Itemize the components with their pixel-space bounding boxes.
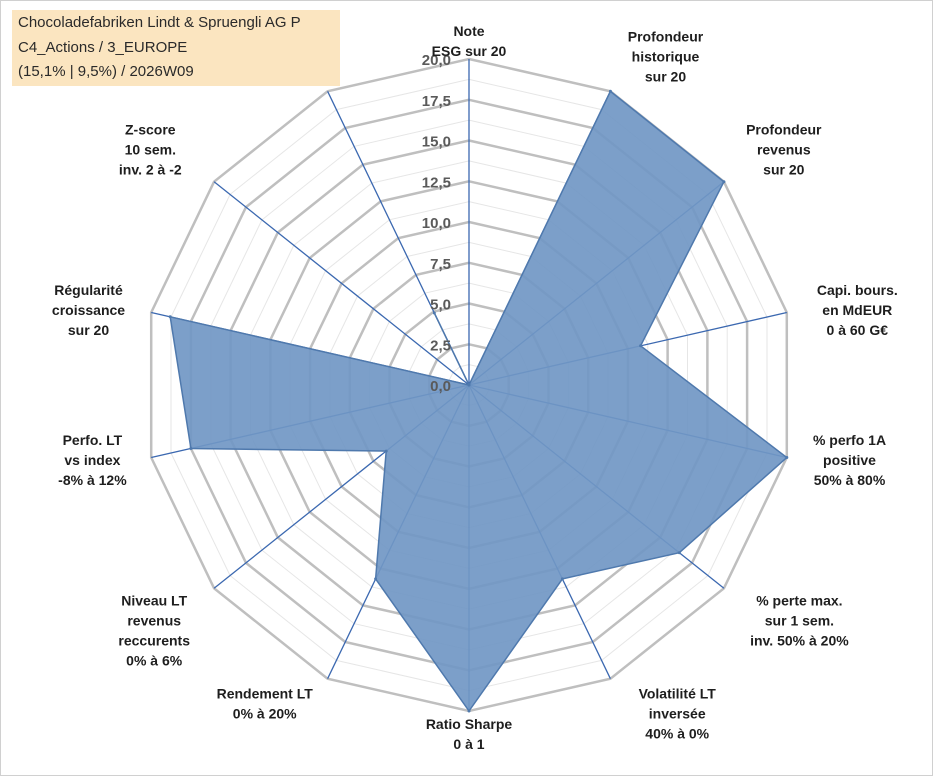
axis-label-line: Profondeur [628, 28, 704, 44]
series-point [168, 315, 172, 319]
series-point [560, 577, 564, 581]
axis-label-line: inv. 2 à -2 [119, 162, 182, 178]
axis-label-line: % perfo 1A [813, 432, 886, 448]
series-point [608, 89, 612, 93]
axis-label: Perfo. LT vs index -8% à 12% [58, 432, 127, 488]
axis-label-line: 0% à 6% [126, 653, 183, 669]
axis-label: % perfo 1A positive 50% à 80% [813, 432, 886, 488]
axis-label: Ratio Sharpe 0 à 1 [426, 716, 513, 752]
series-point [467, 383, 471, 387]
axis-label: Régularité croissance sur 20 [52, 282, 125, 338]
axis-label-line: inversée [649, 706, 706, 722]
chart-title-box: Chocoladefabriken Lindt & Spruengli AG P… [12, 10, 340, 86]
axis-label-line: 0 à 60 G€ [827, 322, 889, 338]
axis-label-line: Niveau LT [121, 593, 187, 609]
axis-label-line: vs index [64, 452, 120, 468]
series-point [677, 551, 681, 555]
axis-label: Capi. bours. en MdEUR 0 à 60 G€ [817, 282, 898, 338]
axis-label-line: Note [453, 23, 484, 39]
axis-label-line: sur 20 [68, 322, 109, 338]
series-point [384, 449, 388, 453]
axis-label-line: Ratio Sharpe [426, 716, 513, 732]
tick-label: 17,5 [422, 93, 451, 110]
axis-label: Note ESG sur 20 [432, 23, 507, 59]
axis-label-line: reccurents [118, 633, 190, 649]
axis-label-line: sur 20 [645, 68, 686, 84]
axis-label-line: positive [823, 452, 876, 468]
axis-label: Niveau LT revenus reccurents 0% à 6% [118, 593, 190, 669]
data-series [168, 89, 789, 713]
axis-spoke [213, 181, 470, 386]
axis-label: Profondeur historique sur 20 [628, 28, 704, 84]
tick-label: 7,5 [430, 256, 451, 273]
axis-label-line: 0% à 20% [233, 706, 297, 722]
axis-label-line: 40% à 0% [645, 726, 709, 742]
axis-label: Profondeur revenus sur 20 [746, 122, 822, 178]
axis-label-line: Régularité [54, 282, 123, 298]
series-point [467, 709, 471, 713]
tick-label: 0,0 [430, 378, 451, 395]
axis-label-line: sur 1 sem. [765, 613, 834, 629]
axis-label: Rendement LT 0% à 20% [217, 686, 314, 722]
axis-label: Z-score 10 sem. inv. 2 à -2 [119, 122, 182, 178]
radial-tick-labels: 0,0 2,5 5,0 7,5 10,0 12,5 15,0 17,5 20,0 [422, 52, 451, 395]
axis-label-line: 0 à 1 [453, 736, 484, 752]
tick-label: 5,0 [430, 297, 451, 314]
series-point [639, 344, 643, 348]
axis-label-line: ESG sur 20 [432, 43, 507, 59]
axis-label-line: Volatilité LT [639, 686, 717, 702]
series-point [722, 180, 726, 184]
axis-label: % perte max. sur 1 sem. inv. 50% à 20% [750, 593, 849, 649]
tick-label: 2,5 [430, 337, 451, 354]
axis-label-line: -8% à 12% [58, 472, 127, 488]
axis-label-line: en MdEUR [822, 302, 892, 318]
axis-label-line: Z-score [125, 122, 176, 138]
axis-label-line: historique [632, 48, 700, 64]
axis-label-line: Profondeur [746, 122, 822, 138]
tick-label: 12,5 [422, 174, 451, 191]
axis-label-line: Capi. bours. [817, 282, 898, 298]
title-category: C4_Actions / 3_EUROPE [18, 39, 188, 56]
title-performance: (15,1% | 9,5%) / 2026W09 [18, 63, 194, 80]
series-point [189, 447, 193, 450]
axis-label-line: revenus [127, 613, 181, 629]
axis-label: Volatilité LT inversée 40% à 0% [639, 686, 717, 742]
tick-label: 20,0 [422, 52, 451, 69]
axis-label-line: sur 20 [763, 162, 804, 178]
series-point [432, 311, 436, 315]
tick-label: 15,0 [422, 134, 451, 151]
axis-label-line: 10 sem. [125, 142, 176, 158]
series-point [785, 456, 789, 459]
axis-label-line: revenus [757, 142, 811, 158]
axis-label-line: inv. 50% à 20% [750, 633, 849, 649]
tick-label: 10,0 [422, 215, 451, 232]
title-company: Chocoladefabriken Lindt & Spruengli AG P [18, 14, 301, 31]
axis-label-line: Perfo. LT [63, 432, 123, 448]
axis-label-line: % perte max. [756, 593, 842, 609]
axis-label-line: Rendement LT [217, 686, 314, 702]
series-point [374, 577, 378, 581]
axis-label-line: 50% à 80% [814, 472, 886, 488]
axis-label-line: croissance [52, 302, 125, 318]
